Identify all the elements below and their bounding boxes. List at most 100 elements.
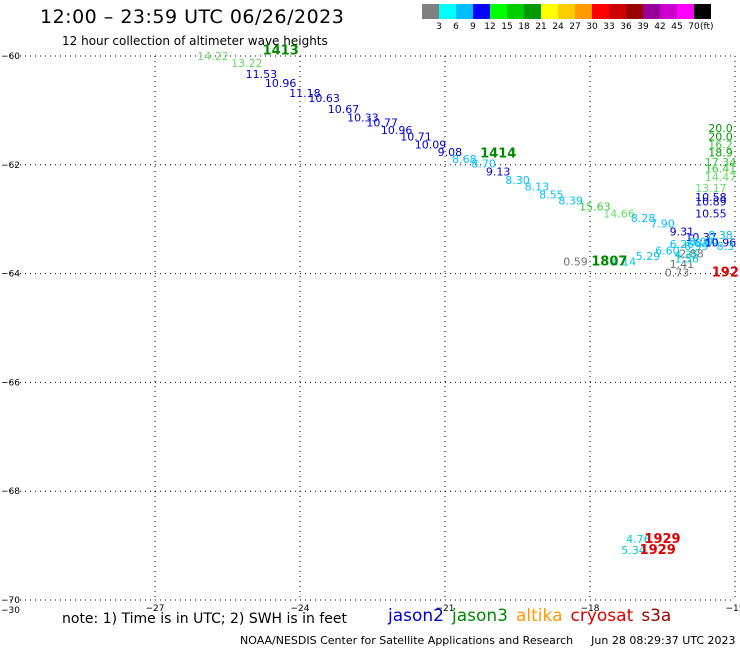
scale-label: 45 (671, 22, 683, 32)
scale-swatch (456, 4, 473, 19)
wave-height-point: 11.53 (246, 68, 278, 81)
wave-height-point: 8.09 (689, 235, 714, 248)
wave-height-point: 2.88 (679, 247, 704, 260)
scale-swatch (490, 4, 507, 19)
x-tick-label: −15 (726, 604, 740, 614)
satellite-jason3: jason3 (452, 606, 508, 626)
wave-height-point: 8.3 (717, 240, 735, 253)
wave-height-point: 5.29 (636, 250, 661, 263)
wave-height-point: 8.38 (708, 229, 733, 242)
wave-height-point: 13.17 (695, 182, 727, 195)
wave-height-point: 4.35 (674, 248, 699, 261)
wave-height-point: 10.58 (695, 191, 727, 204)
wave-height-point: 18.9 (708, 147, 733, 160)
wave-height-point: 0.59 (563, 255, 588, 268)
scale-swatch (439, 4, 456, 19)
wave-height-point: 13.22 (231, 57, 263, 70)
wave-height-point: 10.96 (381, 124, 413, 137)
credit-text: NOAA/NESDIS Center for Satellite Applica… (240, 634, 574, 647)
wave-height-point: 10.55 (695, 208, 727, 221)
x-tick-label: −18 (581, 604, 600, 614)
scale-label: 18 (518, 22, 530, 32)
scale-label: 33 (603, 22, 615, 32)
y-tick-label: −64 (1, 270, 20, 280)
scale-swatch (507, 4, 524, 19)
wave-height-point: 9.13 (486, 166, 511, 179)
x-tick-label: −27 (146, 604, 165, 614)
scale-swatch (524, 4, 541, 19)
wave-height-point: 10.89 (695, 196, 727, 209)
wave-height-point: 11.18 (289, 87, 321, 100)
y-tick-label: −66 (1, 378, 20, 388)
satellite-altika: altika (516, 606, 563, 626)
wave-height-point: 6.99 (684, 240, 709, 253)
wave-height-point: 10.71 (400, 130, 432, 143)
wave-height-point: 6.26 (670, 238, 695, 251)
wave-height-point: 14.22 (197, 50, 229, 63)
scale-label: 3 (436, 22, 442, 32)
wave-height-point: 1.56 (674, 253, 699, 266)
data-points: 14.2213.2211.5310.9611.1810.6310.6710.33… (197, 50, 736, 557)
scale-label: 6 (453, 22, 459, 32)
scale-swatch (558, 4, 575, 19)
scale-label: 39 (637, 22, 649, 32)
track-time-label: 1414 (480, 147, 516, 162)
wave-height-point: 20.0 (708, 130, 733, 143)
satellite-s3a: s3a (641, 606, 672, 626)
wave-height-point: 15.63 (579, 200, 611, 213)
scale-swatch (592, 4, 609, 19)
grid (10, 55, 736, 601)
scale-label: 36 (620, 22, 632, 32)
wave-height-point: 8.70 (471, 158, 496, 171)
timestamp: Jun 28 08:29:37 UTC 2023 (591, 634, 736, 647)
scale-swatch (609, 4, 626, 19)
scale-label: 42 (654, 22, 666, 32)
scale-swatch (541, 4, 558, 19)
y-tick-label: −68 (1, 487, 20, 497)
scale-label: 70 (688, 22, 700, 32)
wave-height-point: 9.31 (670, 226, 695, 239)
wave-height-point: 4.14 (612, 255, 637, 268)
tick-labels: −27 −24 −21 −18 −15 −60 −62 −64 −66 −68 −70−30 (1, 52, 740, 616)
scale-label: 15 (501, 22, 513, 32)
scale-label: 12 (484, 22, 496, 32)
wave-height-point: 10.33 (347, 111, 379, 124)
satellite-jason2: jason2 (388, 606, 444, 626)
wave-height-point: 9.08 (438, 146, 463, 159)
scale-swatch (660, 4, 677, 19)
wave-height-point: 4.76 (626, 533, 651, 546)
chart-subtitle: 12 hour collection of altimeter wave hei… (62, 34, 328, 48)
wave-height-point: 10.77 (366, 117, 398, 130)
scale-swatch (694, 4, 711, 19)
scale-label: 21 (535, 22, 547, 32)
scale-swatch (422, 4, 439, 19)
scale-swatch (626, 4, 643, 19)
wave-height-point: 14.47 (705, 171, 737, 184)
wave-height-point: 8.39 (558, 195, 583, 208)
y-tick-label: −70 (1, 596, 20, 606)
wave-height-point: 8.68 (452, 153, 477, 166)
wave-height-point: 10.63 (308, 92, 340, 105)
wave-height-point: 8.28 (631, 212, 656, 225)
credit-line: NOAA/NESDIS Center for Satellite Applica… (240, 634, 736, 647)
wave-height-point: 10.67 (328, 103, 360, 116)
wave-height-point: 20.0 (708, 122, 733, 135)
wave-height-point: 10.09 (415, 138, 447, 151)
wave-height-point: 10.96 (265, 77, 297, 90)
x-origin-label: −30 (1, 606, 20, 616)
wave-height-point: 7.90 (650, 217, 675, 230)
scale-swatch (677, 4, 694, 19)
wave-height-point: 5.34 (621, 544, 646, 557)
scale-swatch (575, 4, 592, 19)
scale-swatch (643, 4, 660, 19)
scale-label: 30 (586, 22, 598, 32)
wave-height-point: 8.30 (505, 174, 530, 187)
track-time-label: 1929 (644, 532, 680, 547)
scale-swatch (473, 4, 490, 19)
track-time-label: 192 (712, 265, 739, 280)
satellite-legend: jason2 jason3 altika cryosat s3a (388, 606, 679, 626)
scale-label: 27 (569, 22, 581, 32)
